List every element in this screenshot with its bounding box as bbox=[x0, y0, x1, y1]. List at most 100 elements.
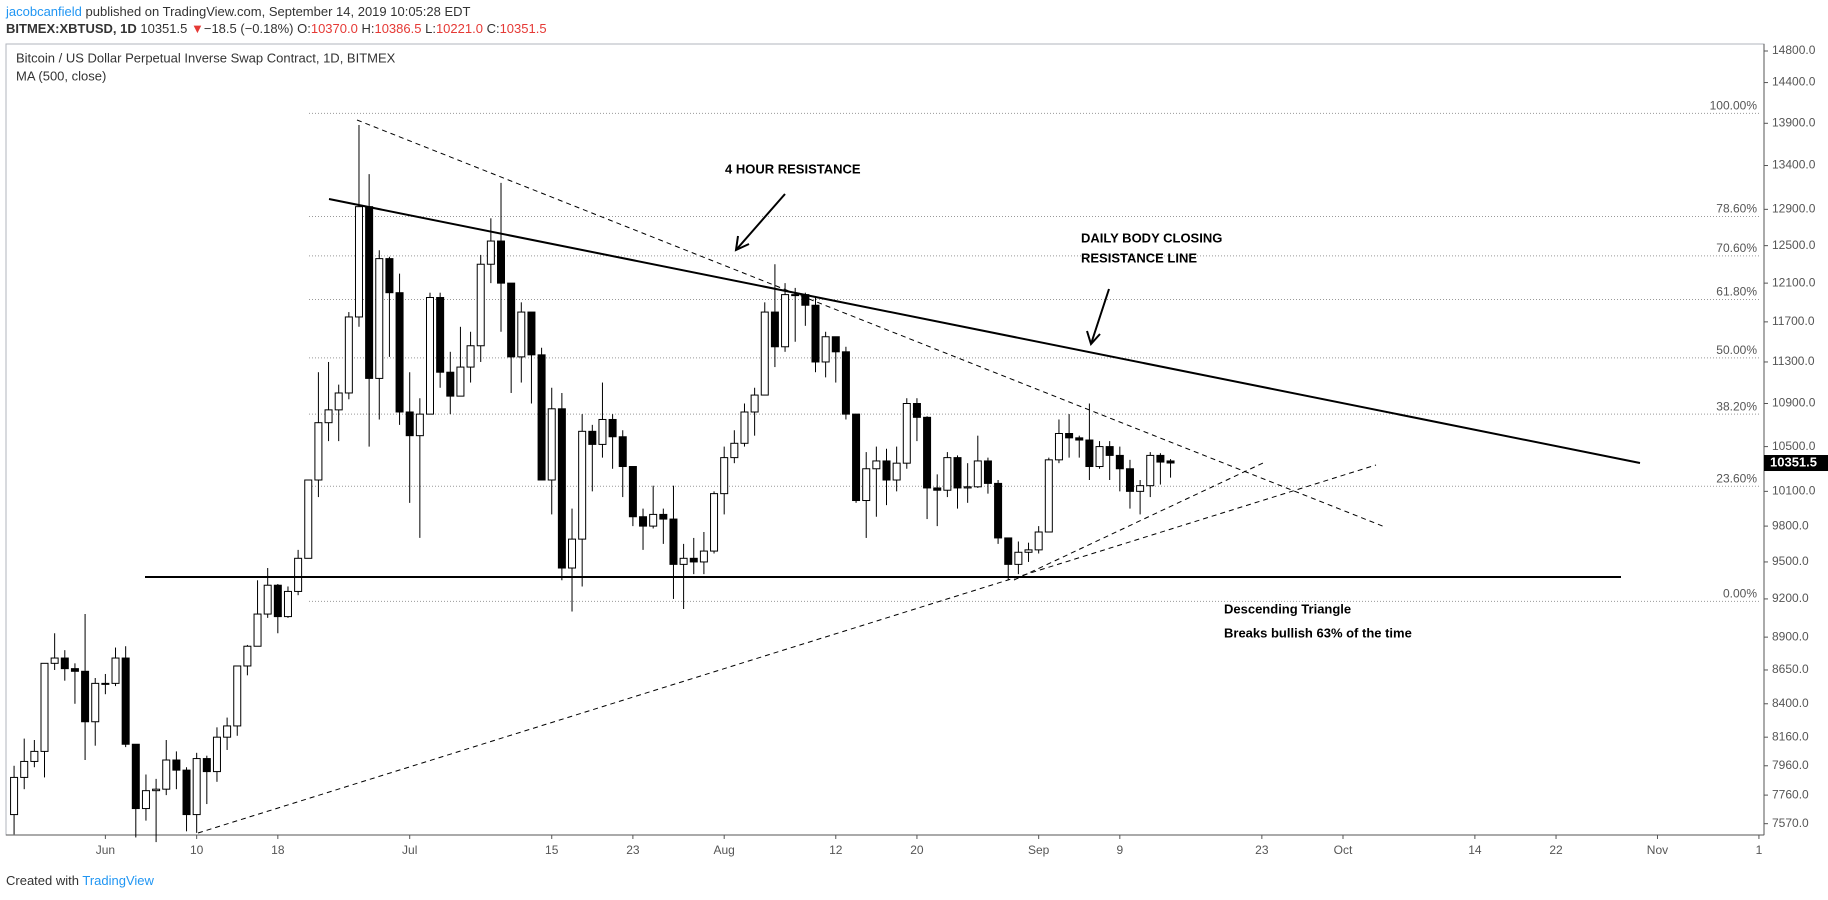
annotation: Descending Triangle bbox=[1224, 601, 1351, 616]
candle-body bbox=[892, 462, 901, 481]
chart-title: Bitcoin / US Dollar Perpetual Inverse Sw… bbox=[16, 50, 396, 65]
x-tick-label: 12 bbox=[829, 843, 843, 857]
candle-body bbox=[304, 479, 313, 559]
low-label: L: bbox=[425, 21, 436, 36]
annotation: 4 HOUR RESISTANCE bbox=[725, 161, 861, 176]
candle-body bbox=[507, 282, 516, 358]
x-tick-label: 23 bbox=[626, 843, 640, 857]
drawings bbox=[145, 119, 1641, 834]
arrow: ▼ bbox=[191, 21, 204, 36]
candle-body bbox=[1004, 537, 1013, 565]
fib-label: 78.60% bbox=[1716, 202, 1757, 216]
candle-body bbox=[415, 413, 424, 437]
y-tick-label: 14400.0 bbox=[1772, 75, 1816, 89]
candle-body bbox=[324, 409, 333, 424]
candle-body bbox=[30, 750, 39, 762]
candle-body bbox=[1044, 459, 1053, 533]
candle-body bbox=[1125, 468, 1134, 492]
candle-body bbox=[760, 311, 769, 396]
candle-body bbox=[172, 759, 181, 771]
x-tick-label: 1 bbox=[1756, 843, 1763, 857]
candle-body bbox=[141, 790, 150, 810]
x-tick-label: 22 bbox=[1549, 843, 1563, 857]
low: 10221.0 bbox=[436, 21, 483, 36]
candle-body bbox=[994, 482, 1003, 539]
candle-body bbox=[547, 408, 556, 481]
arrow bbox=[1090, 288, 1110, 345]
y-tick-label: 7570.0 bbox=[1772, 816, 1809, 830]
candle-body bbox=[1065, 432, 1074, 439]
annotation: DAILY BODY CLOSING bbox=[1081, 230, 1222, 245]
candle-body bbox=[10, 776, 19, 816]
candle-body bbox=[933, 487, 942, 491]
high-label: H: bbox=[361, 21, 374, 36]
fib-label: 61.80% bbox=[1716, 285, 1757, 299]
candle-body bbox=[253, 613, 262, 647]
candle-body bbox=[852, 413, 861, 502]
candle-body bbox=[740, 411, 749, 444]
candle-body bbox=[1095, 446, 1104, 468]
candle-body bbox=[770, 311, 779, 348]
x-tick-label: 14 bbox=[1468, 843, 1482, 857]
candle-body bbox=[1105, 446, 1114, 456]
candle-body bbox=[385, 258, 394, 294]
candle-body bbox=[527, 311, 536, 356]
y-tick-label: 9500.0 bbox=[1772, 554, 1809, 568]
x-tick-label: Oct bbox=[1334, 843, 1353, 857]
candle-body bbox=[365, 206, 374, 379]
candle-body bbox=[314, 422, 323, 481]
fib-label: 70.60% bbox=[1716, 241, 1757, 255]
y-tick-label: 10500.0 bbox=[1772, 439, 1816, 453]
candle-body bbox=[841, 351, 850, 415]
candle-body bbox=[50, 657, 59, 664]
y-tick-label: 13900.0 bbox=[1772, 115, 1816, 129]
indicator: MA (500, close) bbox=[16, 68, 106, 83]
y-tick-label: 13400.0 bbox=[1772, 158, 1816, 172]
high: 10386.5 bbox=[374, 21, 421, 36]
candle-body bbox=[618, 436, 627, 468]
candle-body bbox=[40, 662, 49, 752]
dashed-trendline bbox=[197, 464, 1377, 834]
resistance-line bbox=[328, 198, 1641, 464]
candle-body bbox=[1156, 454, 1165, 463]
y-tick-label: 8900.0 bbox=[1772, 629, 1809, 643]
x-tick-label: 18 bbox=[271, 843, 285, 857]
annotation: RESISTANCE LINE bbox=[1081, 250, 1197, 265]
candle-body bbox=[243, 645, 252, 667]
candle-body bbox=[283, 590, 292, 618]
header-line-2: BITMEX:XBTUSD, 1D 10351.5 ▼−18.5 (−0.18%… bbox=[6, 21, 547, 36]
x-tick-label: 23 bbox=[1255, 843, 1269, 857]
fib-label: 0.00% bbox=[1723, 587, 1757, 601]
header-line-1: jacobcanfield published on TradingView.c… bbox=[5, 4, 471, 19]
change: −18.5 (−0.18%) bbox=[204, 21, 294, 36]
candle-body bbox=[436, 297, 445, 373]
candle-body bbox=[973, 460, 982, 488]
candle-body bbox=[679, 557, 688, 565]
candle-body bbox=[91, 682, 100, 723]
candle-body bbox=[781, 294, 790, 348]
candle-body bbox=[730, 442, 739, 459]
candle-body bbox=[273, 584, 282, 618]
candle-body bbox=[912, 403, 921, 418]
candle-body bbox=[1136, 485, 1145, 492]
candle-body bbox=[710, 493, 719, 552]
close-label: C: bbox=[487, 21, 500, 36]
x-tick-label: 10 bbox=[190, 843, 204, 857]
candle-body bbox=[669, 518, 678, 565]
x-tick-label: 15 bbox=[545, 843, 559, 857]
x-tick-label: 20 bbox=[910, 843, 924, 857]
candle-body bbox=[720, 457, 729, 495]
candle-body bbox=[821, 336, 830, 363]
y-tick-label: 7960.0 bbox=[1772, 758, 1809, 772]
candle-body bbox=[405, 411, 414, 437]
open-label: O: bbox=[297, 21, 311, 36]
candle-body bbox=[294, 557, 303, 592]
candle-body bbox=[20, 760, 29, 778]
candle-body bbox=[354, 206, 363, 318]
brand[interactable]: TradingView bbox=[82, 873, 154, 888]
candle-body bbox=[963, 486, 972, 489]
candle-body bbox=[923, 416, 932, 489]
author[interactable]: jacobcanfield bbox=[5, 4, 82, 19]
fib-label: 23.60% bbox=[1716, 471, 1757, 485]
